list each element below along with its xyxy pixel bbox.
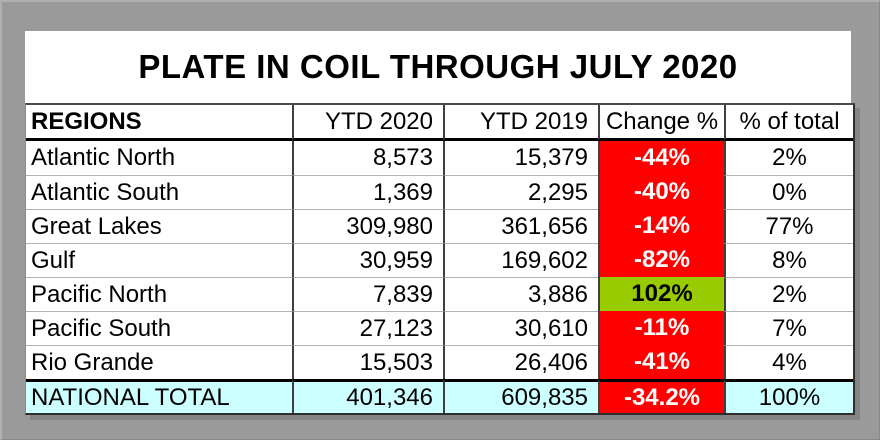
cell-pct-of-total: 2% [724,277,853,311]
cell-change-pct: -40% [598,175,724,209]
cell-pct-of-total: 8% [724,243,853,277]
cell-ytd-2020: 27,123 [292,311,443,345]
cell-ytd-2020: 30,959 [292,243,443,277]
cell-pct-of-total: 4% [724,345,853,379]
cell-change-pct: -41% [598,345,724,379]
regions-data-table: REGIONS YTD 2020 YTD 2019 Change % % of … [25,103,855,415]
header-ytd-2020: YTD 2020 [292,105,443,141]
cell-ytd-2020: 1,369 [292,175,443,209]
header-change-pct: Change % [598,105,724,141]
cell-region: Atlantic South [26,175,292,209]
cell-ytd-2019: 26,406 [443,345,598,379]
cell-ytd-2020: 15,503 [292,345,443,379]
cell-region: Rio Grande [26,345,292,379]
cell-total-change-pct: -34.2% [598,379,724,413]
cell-total-label: NATIONAL TOTAL [26,379,292,413]
cell-pct-of-total: 2% [724,141,853,175]
cell-ytd-2020: 8,573 [292,141,443,175]
cell-region: Great Lakes [26,209,292,243]
cell-ytd-2020: 309,980 [292,209,443,243]
cell-ytd-2019: 30,610 [443,311,598,345]
cell-change-pct: -82% [598,243,724,277]
cell-pct-of-total: 77% [724,209,853,243]
cell-ytd-2019: 361,656 [443,209,598,243]
cell-total-pct-of-total: 100% [724,379,853,413]
cell-ytd-2019: 2,295 [443,175,598,209]
cell-region: Pacific South [26,311,292,345]
title-banner: PLATE IN COIL THROUGH JULY 2020 [25,31,851,103]
cell-region: Atlantic North [26,141,292,175]
cell-change-pct: -14% [598,209,724,243]
cell-ytd-2019: 169,602 [443,243,598,277]
cell-ytd-2019: 15,379 [443,141,598,175]
cell-region: Gulf [26,243,292,277]
header-ytd-2019: YTD 2019 [443,105,598,141]
cell-ytd-2020: 7,839 [292,277,443,311]
cell-change-pct: 102% [598,277,724,311]
cell-change-pct: -11% [598,311,724,345]
cell-region: Pacific North [26,277,292,311]
cell-ytd-2019: 3,886 [443,277,598,311]
cell-change-pct: -44% [598,141,724,175]
page-title: PLATE IN COIL THROUGH JULY 2020 [138,48,738,85]
header-regions: REGIONS [26,105,292,141]
cell-total-ytd-2019: 609,835 [443,379,598,413]
cell-pct-of-total: 0% [724,175,853,209]
cell-pct-of-total: 7% [724,311,853,345]
cell-total-ytd-2020: 401,346 [292,379,443,413]
header-pct-of-total: % of total [724,105,853,141]
